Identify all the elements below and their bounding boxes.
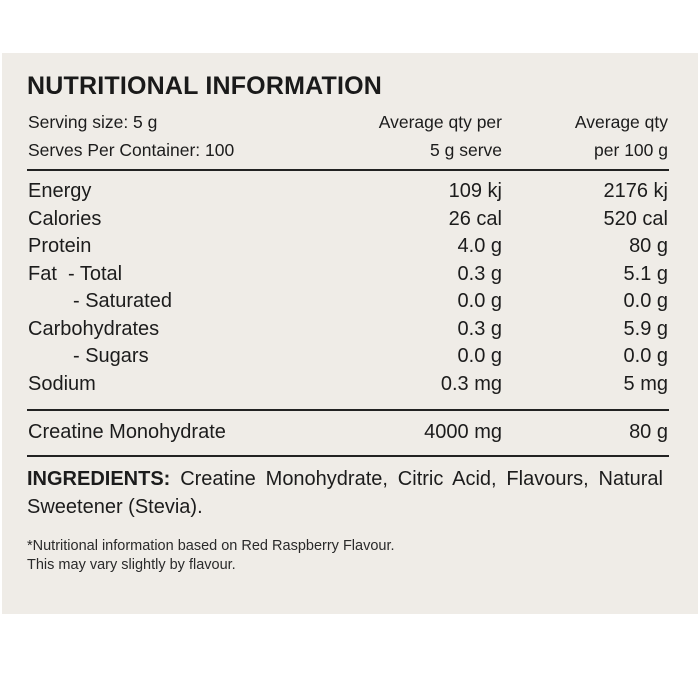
nutrient-per-100g: 5 mg xyxy=(623,372,668,395)
creatine-per-serve: 4000 mg xyxy=(424,421,502,443)
creatine-label: Creatine Monohydrate xyxy=(28,421,226,443)
nutrient-per-100g: 2176 kj xyxy=(603,180,669,202)
nutrient-row: - Sugars 0.0 g 0.0 g xyxy=(0,345,700,373)
col-100g-heading-1: Average qty xyxy=(574,112,668,132)
nutrient-row: Calories 26 cal 520 cal xyxy=(0,208,700,236)
nutrient-per-serve: 0.0 g xyxy=(457,290,502,312)
ingredients-text: Creatine Monohydrate, Citric Acid, Flavo… xyxy=(27,468,663,518)
footnote-line-1: *Nutritional information based on Red Ra… xyxy=(27,538,395,554)
nutrition-panel xyxy=(2,53,698,614)
nutrient-label: - Saturated xyxy=(73,290,172,312)
nutrient-row: Sodium 0.3 mg 5 mg xyxy=(0,373,700,401)
nutrient-row: - Saturated 0.0 g 0.0 g xyxy=(0,290,700,318)
ingredients-heading: INGREDIENTS: xyxy=(27,468,171,490)
nutrient-per-100g: 0.0 g xyxy=(623,290,668,312)
nutrient-label: - Sugars xyxy=(73,345,149,367)
col-serve-heading-1: Average qty per xyxy=(378,112,502,132)
nutrient-per-serve: 0.0 g xyxy=(457,345,502,367)
divider-creatine xyxy=(27,409,669,411)
col-serve-heading-2: 5 g serve xyxy=(430,140,502,160)
nutrient-per-serve: 4.0 g xyxy=(457,235,502,257)
header-row-1: Serving size: 5 g Average qty per Averag… xyxy=(0,112,700,140)
nutrient-per-100g: 5.1 g xyxy=(623,262,668,285)
nutrient-per-serve: 0.3 g xyxy=(457,317,502,340)
footnote-line-2: This may vary slightly by flavour. xyxy=(27,557,236,573)
nutrient-label: Fat - Total xyxy=(28,262,123,285)
nutrient-label: Energy xyxy=(28,180,92,202)
nutrient-per-100g: 520 cal xyxy=(603,207,669,230)
nutrient-row: Fat - Total 0.3 g 5.1 g xyxy=(0,263,700,291)
nutrient-label: Calories xyxy=(28,207,102,230)
col-100g-heading-2: per 100 g xyxy=(594,140,668,160)
nutrient-row: Carbohydrates 0.3 g 5.9 g xyxy=(0,318,700,346)
footnote: *Nutritional information based on Red Ra… xyxy=(27,537,395,575)
divider-top xyxy=(27,169,669,171)
nutrient-label: Protein xyxy=(28,235,92,257)
nutrient-label: Sodium xyxy=(28,372,96,395)
nutrient-row: Energy 109 kj 2176 kj xyxy=(0,180,700,208)
nutrient-per-100g: 0.0 g xyxy=(623,345,668,367)
creatine-row: Creatine Monohydrate 4000 mg 80 g xyxy=(0,421,700,449)
serves-per-container: Serves Per Container: 100 xyxy=(28,140,235,160)
nutrient-per-serve: 109 kj xyxy=(448,180,502,202)
nutrient-per-serve: 0.3 g xyxy=(457,262,502,285)
nutrient-per-100g: 5.9 g xyxy=(623,317,668,340)
ingredients-block: INGREDIENTS: Creatine Monohydrate, Citri… xyxy=(27,465,663,521)
nutrient-row: Protein 4.0 g 80 g xyxy=(0,235,700,263)
creatine-per-100g: 80 g xyxy=(629,421,668,443)
nutrient-per-serve: 26 cal xyxy=(448,207,502,230)
divider-ingredients xyxy=(27,455,669,457)
serving-size: Serving size: 5 g xyxy=(28,112,158,132)
panel-title: NUTRITIONAL INFORMATION xyxy=(27,72,383,100)
nutrient-per-100g: 80 g xyxy=(629,235,668,257)
nutrient-label: Carbohydrates xyxy=(28,317,160,340)
nutrient-per-serve: 0.3 mg xyxy=(440,372,502,395)
header-row-2: Serves Per Container: 100 5 g serve per … xyxy=(0,140,700,168)
